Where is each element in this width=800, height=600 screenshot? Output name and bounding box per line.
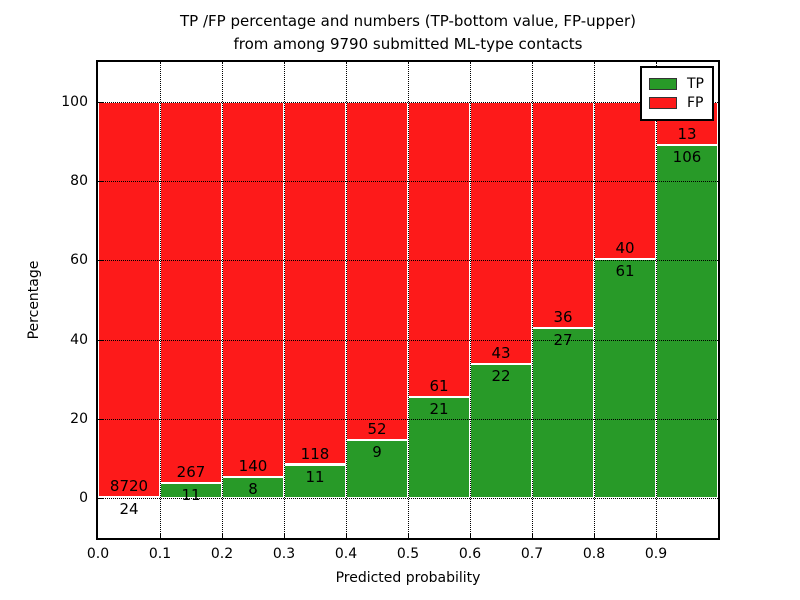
- x-gridline: [222, 62, 223, 538]
- x-gridline: [346, 62, 347, 538]
- x-gridline: [160, 62, 161, 538]
- y-axis-label: Percentage: [26, 260, 42, 340]
- x-tick-mark: [470, 533, 471, 538]
- fp-bar-segment: [346, 101, 408, 440]
- tp-bar-segment: [656, 145, 718, 499]
- x-tick-label: 0.3: [272, 546, 296, 562]
- fp-swatch-icon: [649, 97, 677, 109]
- fp-bar-segment: [470, 101, 532, 365]
- x-tick-label: 0.1: [148, 546, 172, 562]
- x-tick-label: 0.6: [458, 546, 482, 562]
- y-tick-label: 100: [61, 93, 88, 110]
- x-tick-label: 0.8: [582, 546, 606, 562]
- plot-inner: 8720 24 267 11 140 8 118 11 52 9 61 21 43 22 36 27 40 61 1…: [98, 62, 718, 538]
- x-tick-label: 0.2: [210, 546, 234, 562]
- x-tick-mark: [284, 533, 285, 538]
- fp-count-label: 36: [553, 308, 573, 327]
- x-gridline: [470, 62, 471, 538]
- y-tick-label: 60: [70, 252, 88, 269]
- x-gridline: [656, 62, 657, 538]
- tp-count-label: 24: [119, 500, 139, 519]
- fp-count-label: 43: [491, 344, 511, 363]
- fp-count-label: 40: [615, 238, 635, 257]
- y-tick-mark: [98, 339, 103, 341]
- x-tick-mark: [408, 533, 409, 538]
- fp-bar-segment: [284, 101, 346, 465]
- chart-title: TP /FP percentage and numbers (TP-bottom…: [98, 10, 718, 56]
- x-tick-label: 0.4: [334, 546, 358, 562]
- tp-bar-segment: [594, 258, 656, 499]
- tp-count-label: 9: [372, 442, 382, 461]
- x-tick-mark: [222, 533, 223, 538]
- tp-bar-segment: [346, 439, 408, 499]
- fp-count-label: 61: [429, 376, 449, 395]
- x-gridline: [284, 62, 285, 538]
- tp-count-label: 8: [248, 479, 258, 498]
- x-gridline: [532, 62, 533, 538]
- x-gridline: [408, 62, 409, 538]
- legend-label-fp: FP: [687, 95, 704, 111]
- legend: TP FP: [640, 66, 714, 121]
- x-tick-mark: [594, 533, 595, 538]
- y-tick-mark: [98, 260, 103, 262]
- fp-bar-segment: [594, 101, 656, 259]
- legend-item-fp: FP: [649, 95, 704, 111]
- y-tick-label: 20: [70, 411, 88, 427]
- legend-label-tp: TP: [687, 76, 704, 92]
- fp-count-label: 8720: [109, 477, 149, 496]
- fp-count-label: 118: [300, 444, 330, 463]
- tp-bar-segment: [284, 464, 346, 499]
- chart-title-line1: TP /FP percentage and numbers (TP-bottom…: [180, 12, 636, 30]
- legend-item-tp: TP: [649, 76, 704, 92]
- fp-bar-segment: [408, 101, 470, 397]
- tp-count-label: 22: [491, 367, 511, 386]
- fp-bar-segment: [160, 101, 222, 483]
- fp-count-label: 267: [176, 462, 206, 481]
- tp-count-label: 21: [429, 399, 449, 418]
- x-tick-label: 0.7: [520, 546, 544, 562]
- x-tick-mark: [656, 533, 657, 538]
- y-tick-label: 0: [79, 490, 88, 507]
- x-gridline: [594, 62, 595, 538]
- tp-bar-segment: [532, 328, 594, 499]
- x-axis-label: Predicted probability: [335, 570, 481, 586]
- tp-count-label: 106: [672, 148, 702, 166]
- x-tick-mark: [532, 533, 533, 538]
- tp-count-label: 61: [615, 261, 635, 280]
- tp-count-label: 11: [181, 485, 201, 504]
- x-tick-mark: [346, 533, 347, 538]
- fp-bar-segment: [532, 101, 594, 329]
- x-tick-label: 0.9: [644, 546, 668, 562]
- x-tick-mark: [160, 533, 161, 538]
- y-tick-mark: [98, 498, 103, 500]
- tp-count-label: 11: [305, 467, 325, 486]
- chart-title-line2: from among 9790 submitted ML-type contac…: [233, 35, 583, 53]
- y-tick-mark: [98, 419, 103, 420]
- fp-count-label: 52: [367, 419, 387, 438]
- tp-bar-segment: [408, 396, 470, 499]
- fp-count-label: 13: [677, 125, 697, 143]
- x-tick-label: 0.0: [86, 546, 110, 562]
- plot-area: 8720 24 267 11 140 8 118 11 52 9 61 21 43 22 36 27 40 61 1…: [96, 60, 720, 540]
- tp-count-label: 27: [553, 331, 573, 350]
- y-tick-mark: [98, 101, 103, 103]
- fp-bar-segment: [98, 101, 160, 498]
- fp-bar-segment: [222, 101, 284, 477]
- tp-swatch-icon: [649, 78, 677, 90]
- y-tick-label: 80: [70, 173, 88, 189]
- fp-count-label: 140: [238, 456, 268, 475]
- y-tick-mark: [98, 181, 103, 182]
- y-tick-label: 40: [70, 331, 88, 348]
- x-tick-label: 0.5: [396, 546, 420, 562]
